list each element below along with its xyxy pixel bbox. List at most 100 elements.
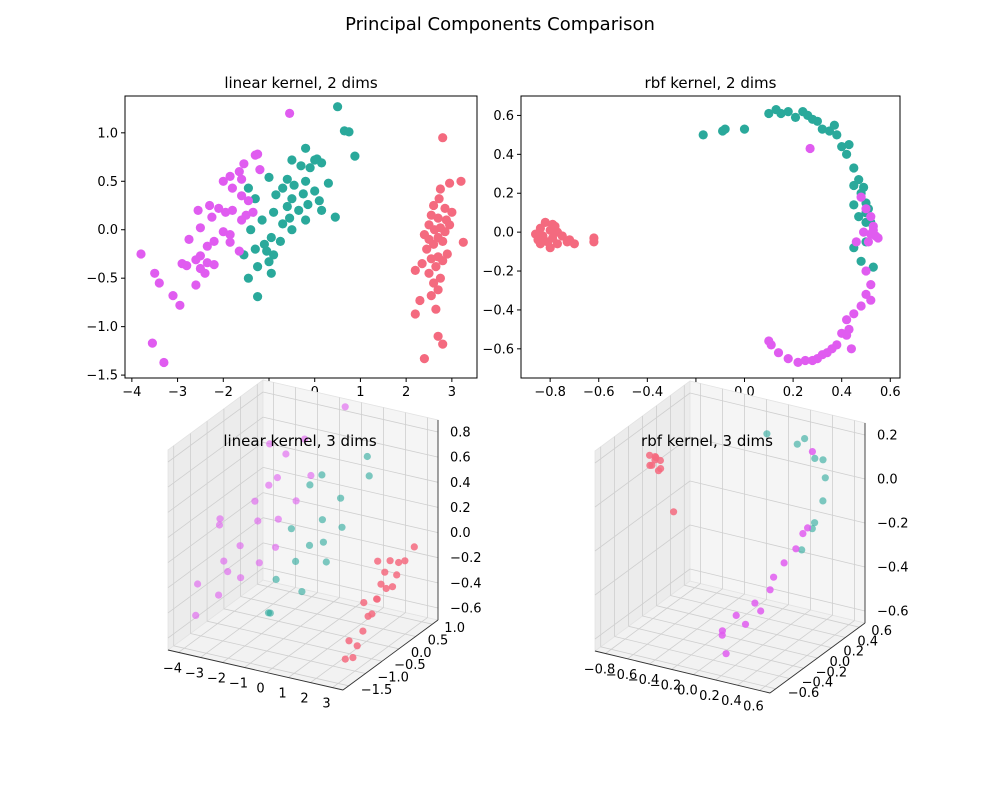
data-point — [415, 295, 425, 306]
data-point — [255, 559, 263, 567]
data-point — [296, 161, 306, 171]
grid-line — [262, 517, 439, 559]
data-point — [837, 142, 847, 152]
data-point — [305, 541, 314, 550]
y-tick-label: −1.5 — [86, 369, 118, 384]
data-point — [363, 452, 371, 461]
data-point — [298, 189, 308, 199]
data-point — [401, 557, 409, 565]
data-point — [287, 194, 297, 204]
data-point — [832, 130, 842, 140]
grid-line — [244, 597, 340, 668]
data-point — [266, 440, 274, 448]
data-point — [271, 190, 281, 200]
data-point — [225, 171, 235, 181]
data-point — [670, 508, 678, 516]
data-point — [866, 212, 876, 222]
y-tick-label: 1.0 — [444, 621, 465, 636]
data-point — [314, 196, 324, 206]
data-point — [417, 259, 427, 269]
grid-line — [262, 567, 439, 609]
grid-line — [670, 595, 846, 638]
grid-line — [173, 645, 349, 687]
data-point — [182, 261, 192, 271]
panel-rbf-2d: rbf kernel, 2 dims −0.8 −0.6 −0.4 −0.2 0.0 0.2… — [482, 74, 900, 400]
data-point — [234, 167, 244, 177]
data-point — [191, 280, 201, 290]
data-point — [410, 265, 420, 275]
data-point — [458, 237, 468, 247]
data-point — [287, 525, 295, 533]
grid-line — [167, 517, 264, 589]
y-tick-label: −1.0 — [86, 320, 118, 335]
y-tick-label: −0.5 — [394, 658, 426, 673]
data-point — [739, 124, 750, 134]
data-point — [859, 182, 869, 192]
x-tick-label: 2 — [300, 692, 308, 707]
data-point — [253, 262, 263, 272]
x-tick-label: 0 — [256, 682, 264, 697]
y-tick-label: 0.2 — [493, 187, 514, 202]
grid-line — [594, 524, 691, 596]
data-point — [333, 102, 343, 112]
data-point — [381, 568, 389, 576]
data-point — [250, 244, 260, 254]
y-tick-label: −0.6 — [482, 342, 514, 357]
data-point — [434, 194, 444, 204]
x-tick-label: −4 — [163, 661, 182, 676]
y-tick-label: 0.6 — [871, 624, 892, 639]
data-point — [209, 260, 219, 270]
data-point — [243, 273, 253, 283]
data-point — [345, 637, 353, 645]
data-point — [301, 435, 309, 443]
panel-rbf-3d: 0.60.40.20.0−0.2−0.4−0.6−0.8−0.6−0.4−0.2… — [584, 380, 909, 715]
data-point — [318, 471, 326, 479]
data-point — [776, 108, 786, 119]
data-point — [349, 654, 357, 662]
data-point — [780, 559, 788, 567]
data-point — [866, 295, 876, 305]
data-point — [193, 205, 203, 215]
y-tick-label: 0.0 — [97, 223, 118, 238]
data-point — [433, 285, 443, 295]
data-point — [307, 471, 315, 480]
data-point — [310, 155, 320, 165]
data-point — [341, 403, 349, 411]
grid-line — [262, 542, 439, 584]
data-point — [289, 180, 299, 190]
z-tick-label: −0.2 — [450, 551, 482, 566]
z-tick-label: 0.0 — [877, 473, 898, 488]
data-point — [292, 557, 300, 566]
data-point — [215, 591, 223, 599]
data-point — [319, 538, 327, 546]
data-point — [275, 236, 285, 246]
data-point — [257, 215, 267, 225]
y-tick-label: 0.5 — [97, 175, 118, 190]
data-point — [773, 348, 784, 358]
x-tick-label: −0.8 — [534, 385, 566, 400]
panel-title: linear kernel, 2 dims — [224, 74, 378, 92]
data-point — [265, 481, 273, 489]
data-point — [191, 255, 201, 265]
y-tick-label: −0.2 — [482, 265, 514, 280]
data-point — [250, 194, 260, 204]
data-point — [429, 239, 439, 249]
data-point — [426, 291, 436, 301]
data-point — [303, 199, 313, 210]
y-tick-label: 0.0 — [830, 655, 851, 670]
data-point — [278, 183, 288, 193]
data-point — [237, 191, 247, 201]
data-point — [720, 124, 730, 134]
data-point — [269, 250, 279, 260]
data-point — [175, 300, 185, 310]
data-point — [811, 519, 819, 527]
data-point — [274, 515, 282, 523]
data-point — [854, 212, 864, 222]
data-point — [220, 557, 228, 565]
data-point — [873, 233, 883, 243]
data-point — [654, 467, 663, 475]
data-point — [431, 262, 441, 272]
data-point — [431, 304, 441, 314]
data-point — [722, 650, 730, 658]
x-tick-label: −0.8 — [584, 663, 616, 678]
